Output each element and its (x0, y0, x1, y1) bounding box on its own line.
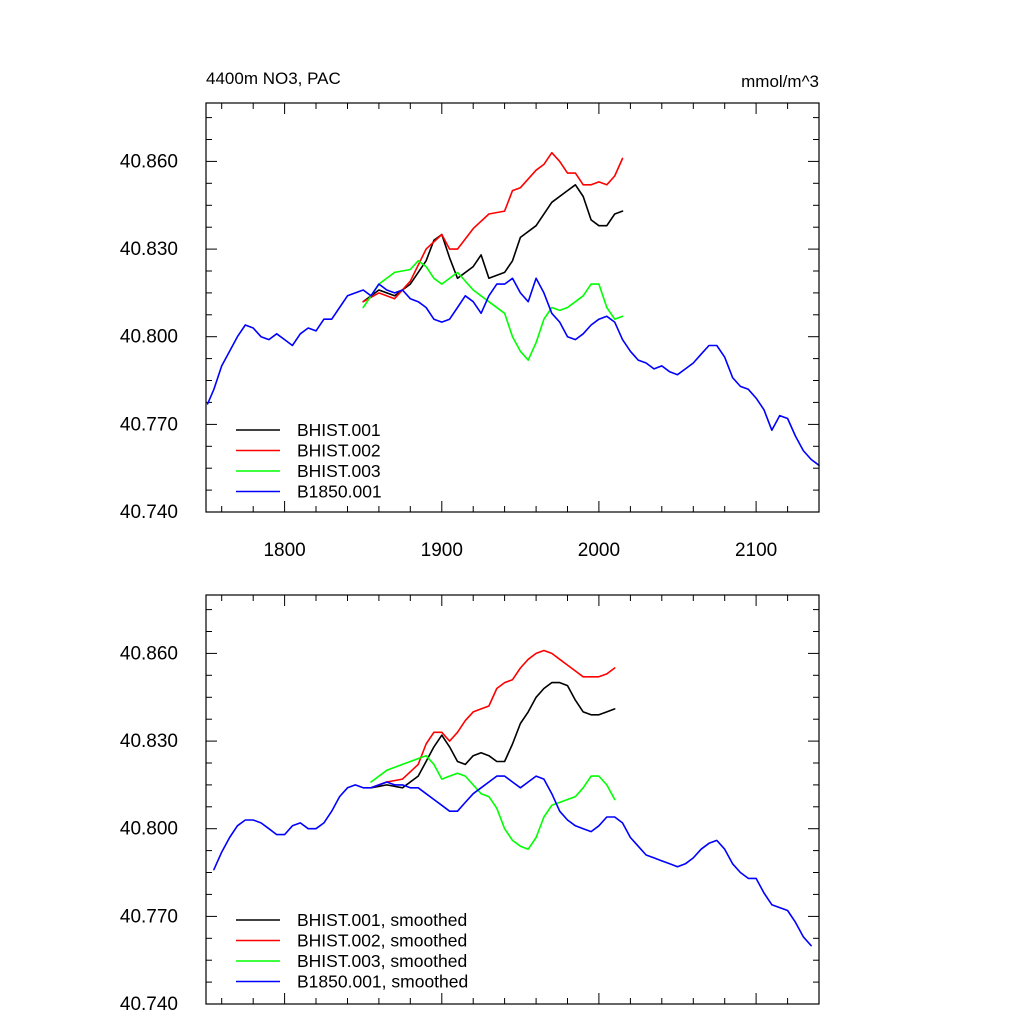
y-tick-label: 40.860 (120, 151, 178, 172)
chart-title: 4400m NO3, PAC (206, 69, 341, 88)
tick-labels: 40.740 40.770 40.800 40.830 40.860 (120, 643, 178, 1015)
y-tick-label: 40.770 (120, 906, 178, 927)
tick-labels: 40.740 40.770 40.800 40.830 40.860 1800 1900 20… (120, 151, 777, 561)
legend-label: BHIST.001 (297, 420, 381, 440)
x-tick-label: 1800 (263, 540, 305, 561)
legend-label: B1850.001 (297, 482, 382, 502)
y-tick-label: 40.770 (120, 414, 178, 435)
legend-label: BHIST.001, smoothed (297, 910, 467, 930)
series-line-bhist-001-smoothed (370, 681, 616, 789)
y-tick-label: 40.830 (120, 239, 178, 260)
series-lines (206, 151, 820, 467)
x-tick-label: 2100 (735, 540, 777, 561)
legend-label: B1850.001, smoothed (297, 972, 468, 992)
series-line-bhist-001 (362, 184, 624, 303)
series-line-bhist-003 (362, 259, 624, 361)
y-tick-label: 40.800 (120, 819, 178, 840)
y-tick-label: 40.830 (120, 731, 178, 752)
series-line-b1850-001-smoothed (213, 775, 812, 947)
series-line-bhist-003-smoothed (370, 754, 616, 851)
legend-label: BHIST.002 (297, 441, 381, 461)
plot-frame (205, 594, 820, 1005)
y-tick-label: 40.740 (120, 994, 178, 1015)
series-lines (213, 649, 812, 947)
y-tick-label: 40.740 (120, 502, 178, 523)
top-panel: 4400m NO3, PAC mmol/m^3 BHIST.001BHIST.0… (120, 69, 820, 561)
legend-label: BHIST.002, smoothed (297, 931, 467, 951)
legend-label: BHIST.003 (297, 461, 381, 481)
legend-label: BHIST.003, smoothed (297, 951, 467, 971)
series-line-bhist-002-smoothed (370, 649, 616, 789)
series-line-bhist-002 (362, 151, 624, 303)
x-tick-label: 1900 (421, 540, 463, 561)
series-line-b1850-001 (206, 277, 820, 467)
units-label: mmol/m^3 (741, 72, 819, 91)
y-tick-label: 40.800 (120, 327, 178, 348)
plot-frame (205, 102, 820, 513)
y-tick-label: 40.860 (120, 643, 178, 664)
x-tick-label: 2000 (578, 540, 620, 561)
